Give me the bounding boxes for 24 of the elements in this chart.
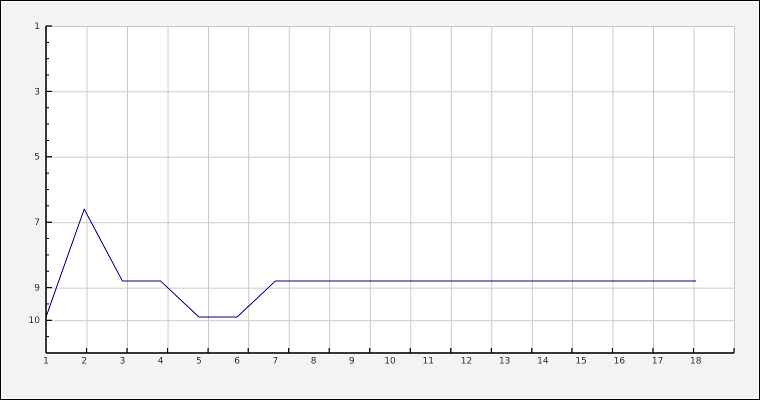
- y-tick-label: 10: [28, 316, 40, 326]
- x-tick-label: 17: [652, 356, 664, 366]
- x-tick-label: 7: [272, 356, 278, 366]
- x-tick-label: 5: [196, 356, 202, 366]
- x-tick-label: 3: [120, 356, 126, 366]
- y-tick-label: 5: [34, 152, 40, 163]
- x-tick-label: 13: [498, 356, 510, 366]
- x-tick-label: 12: [460, 356, 472, 366]
- y-tick-label: 9: [34, 283, 40, 294]
- x-tick-label: 4: [158, 356, 164, 366]
- x-tick-label: 8: [310, 356, 317, 366]
- y-tick-label: 3: [34, 87, 40, 98]
- y-tick-label: 7: [34, 218, 40, 228]
- x-tick-label: 6: [234, 356, 240, 366]
- x-tick-label: 16: [614, 356, 626, 366]
- y-tick-label: 1: [34, 22, 40, 32]
- x-tick-label: 14: [537, 356, 549, 366]
- x-tick-label: 2: [81, 356, 88, 366]
- x-tick-label: 10: [384, 356, 396, 366]
- x-tick-label: 15: [575, 356, 587, 366]
- x-tick-label: 1: [43, 356, 49, 366]
- x-tick-label: 9: [348, 356, 355, 366]
- x-tick-label: 18: [690, 356, 702, 366]
- x-tick-label: 11: [422, 356, 434, 366]
